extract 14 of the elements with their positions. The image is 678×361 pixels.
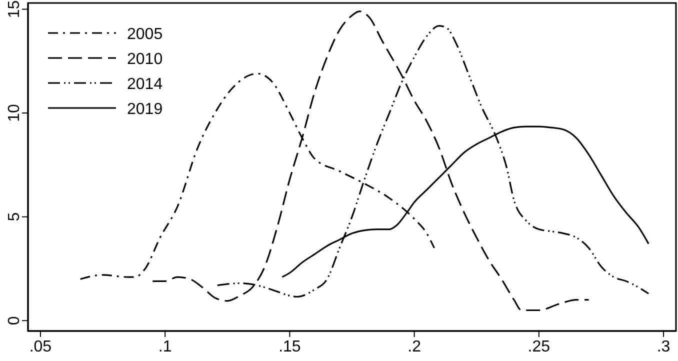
x-tick-label: .05 xyxy=(29,338,52,356)
legend-label: 2019 xyxy=(127,101,163,118)
legend-label: 2005 xyxy=(127,26,163,43)
x-tick-label: .15 xyxy=(278,338,301,356)
legend-label: 2010 xyxy=(127,51,163,68)
legend-label: 2014 xyxy=(127,76,163,93)
y-tick-label: 0 xyxy=(6,316,23,326)
x-tick-label: .25 xyxy=(528,338,550,356)
y-tick-label: 5 xyxy=(6,212,23,222)
x-tick-label: .2 xyxy=(408,338,422,356)
x-tick-label: .3 xyxy=(656,338,670,356)
y-tick-label: 15 xyxy=(6,0,23,18)
x-tick-label: .1 xyxy=(158,338,172,356)
y-tick-label: 10 xyxy=(6,104,23,122)
